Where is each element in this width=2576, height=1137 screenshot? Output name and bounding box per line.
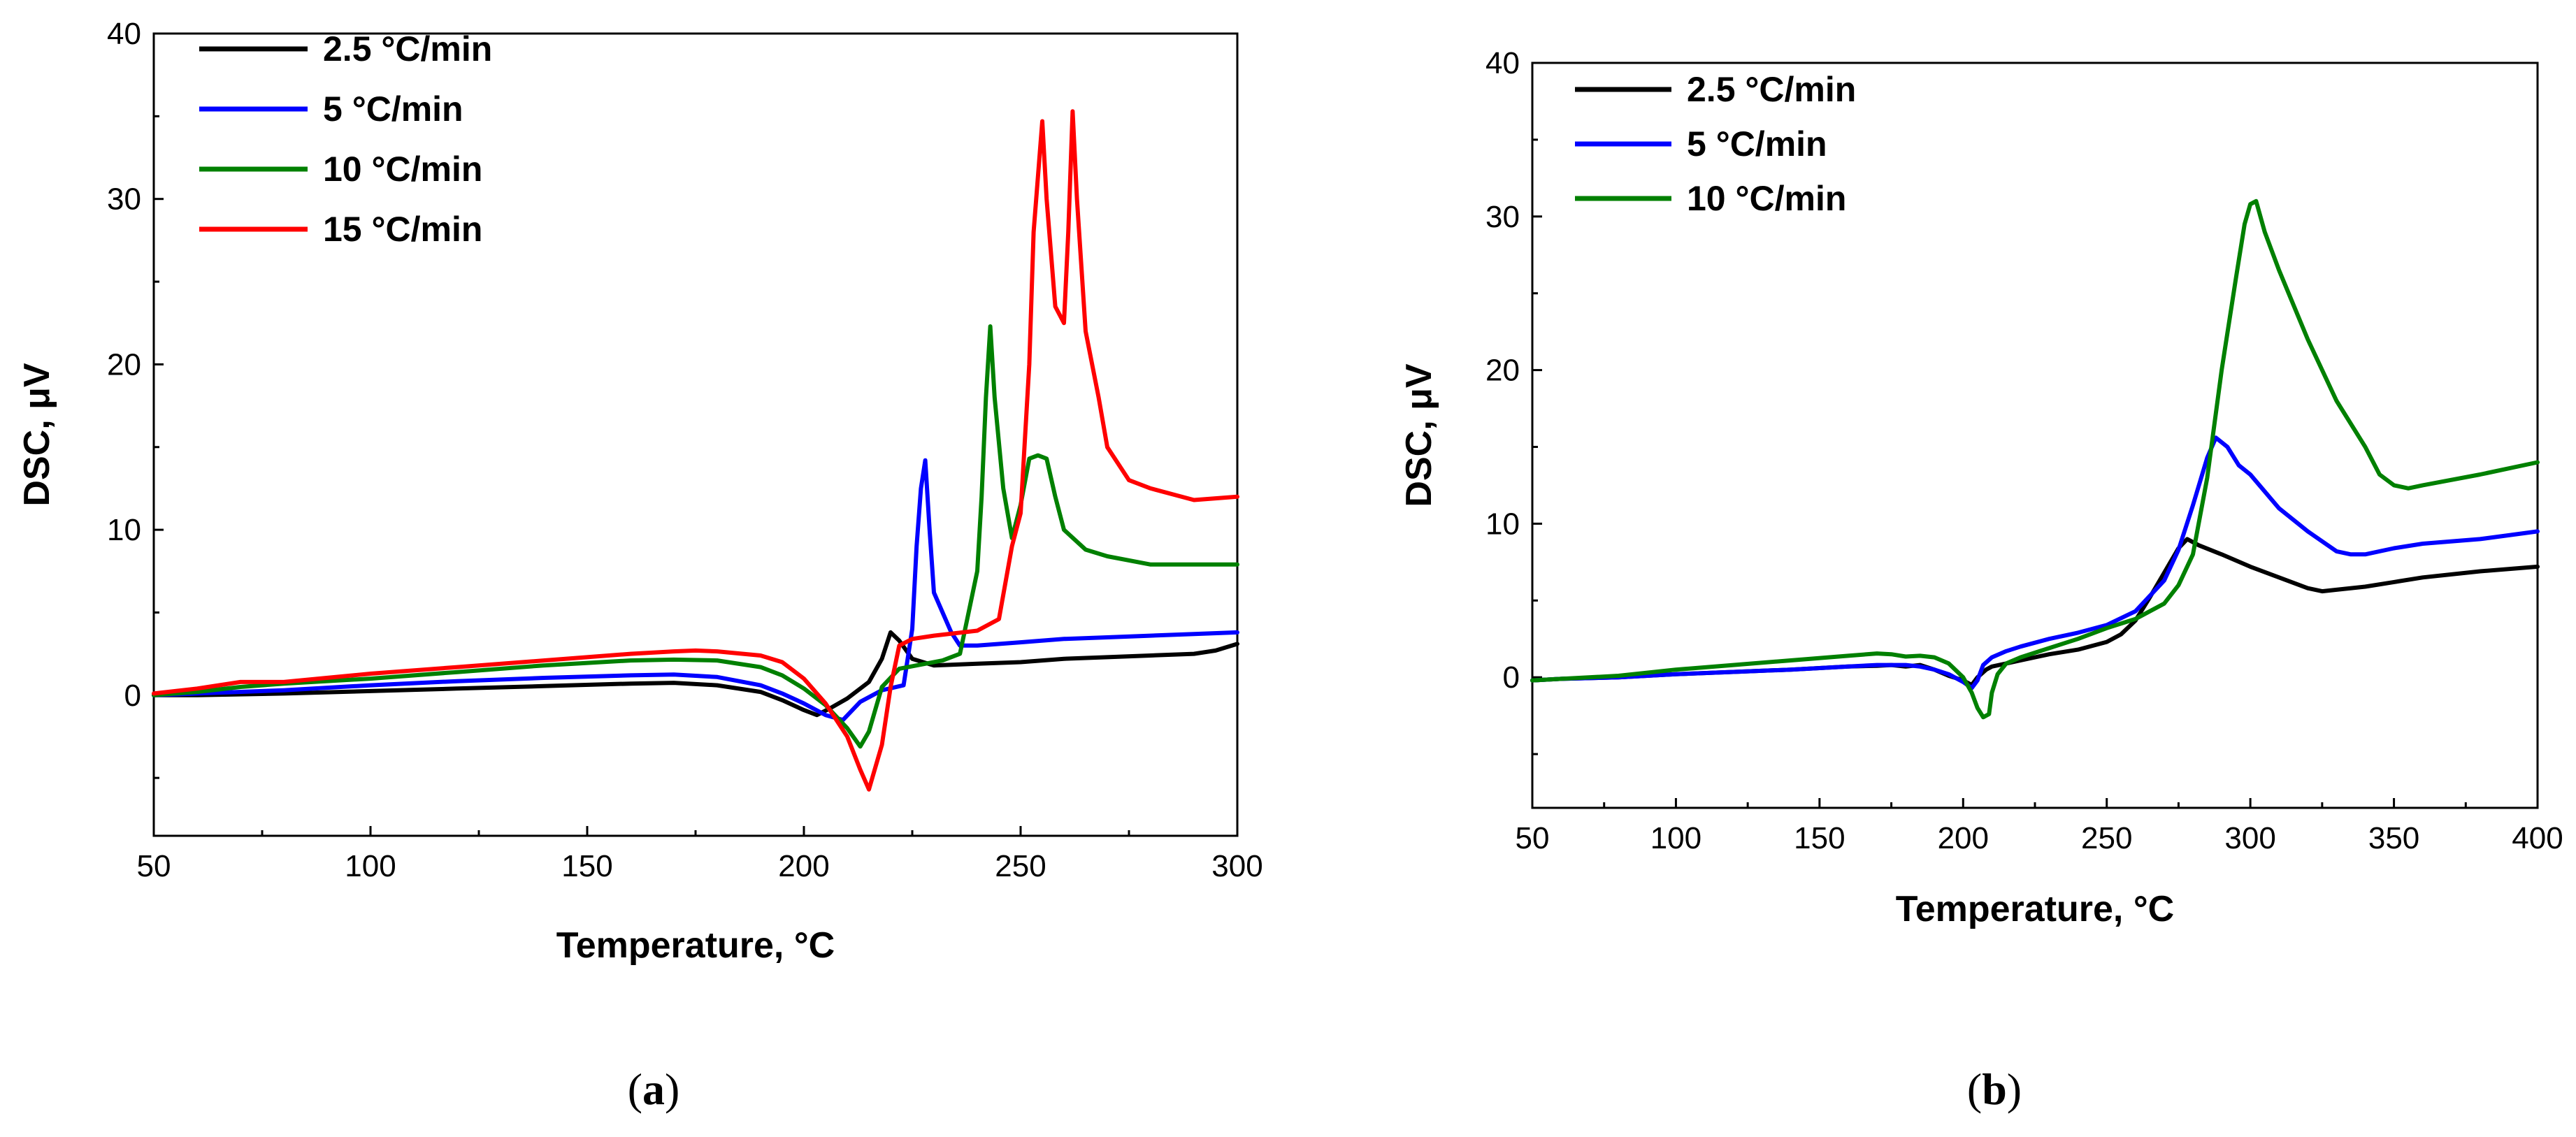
chart-b-y-tick-label: 40 xyxy=(1485,46,1520,80)
chart-b-series-line-2 xyxy=(1530,435,2540,690)
chart-b-x-tick-label: 200 xyxy=(1938,821,1989,855)
chart-b-y-axis-title: DSC, μV xyxy=(1399,363,1439,507)
chart-a-x-axis-title: Temperature, °C xyxy=(556,925,835,966)
chart-a-y-tick-label: 30 xyxy=(107,182,141,217)
chart-b-legend-label-3: 10 °C/min xyxy=(1687,179,1846,218)
chart-b-caption: (b) xyxy=(1967,1064,2022,1114)
chart-a-legend-label-4: 15 °C/min xyxy=(323,210,482,249)
chart-a-x-tick-label: 50 xyxy=(137,849,171,883)
chart-a-y-tick-label: 20 xyxy=(107,347,141,382)
chart-b-series-line-1 xyxy=(1530,537,2540,688)
chart-b-x-tick-label: 300 xyxy=(2224,821,2275,855)
chart-a-y-tick-label: 10 xyxy=(107,513,141,547)
chart-a-series-line-2 xyxy=(152,458,1239,723)
chart-b-legend-label-1: 2.5 °C/min xyxy=(1687,70,1856,109)
chart-a-legend-label-1: 2.5 °C/min xyxy=(323,29,492,68)
chart-a-y-tick-label: 40 xyxy=(107,17,141,51)
chart-b-legend: 2.5 °C/min 5 °C/min 10 °C/min xyxy=(1575,70,1856,218)
chart-a-legend-label-2: 5 °C/min xyxy=(323,89,463,129)
chart-b-x-tick-label: 250 xyxy=(2081,821,2132,855)
chart-b-caption-letter: b xyxy=(1982,1064,2007,1114)
chart-b-x-tick-label: 150 xyxy=(1794,821,1845,855)
chart-b-y-tick-label: 30 xyxy=(1485,200,1520,234)
chart-b-x-tick-label: 100 xyxy=(1650,821,1701,855)
chart-a-caption: (a) xyxy=(628,1064,680,1114)
chart-b-x-tick-label: 50 xyxy=(1516,821,1550,855)
chart-a-legend-label-3: 10 °C/min xyxy=(323,150,482,189)
chart-a: 50 100 150 200 250 300 0 10 20 30 40 2.5 °C/min 5 °C… xyxy=(17,17,1263,1114)
chart-a-series-line-1 xyxy=(152,630,1239,718)
chart-b-x-axis-title: Temperature, °C xyxy=(1896,889,2174,929)
chart-b-plot-frame xyxy=(1531,61,2539,809)
chart-a-x-tick-label: 300 xyxy=(1211,849,1262,883)
chart-b: 50 100 150 200 250 300 350 400 0 10 20 30 40 2.5 °C/m… xyxy=(1399,46,2563,1114)
chart-b-x-tick-label: 400 xyxy=(2512,821,2563,855)
chart-a-y-axis-title: DSC, μV xyxy=(17,363,57,506)
chart-b-series-line-3 xyxy=(1530,198,2540,720)
chart-b-y-tick-label: 10 xyxy=(1485,507,1520,541)
chart-b-caption-open: ( xyxy=(1967,1064,1982,1114)
chart-a-series-line-4 xyxy=(152,109,1239,792)
chart-a-caption-close: ) xyxy=(665,1064,679,1114)
chart-a-series-line-3 xyxy=(152,324,1239,749)
chart-a-legend: 2.5 °C/min 5 °C/min 10 °C/min 15 °C/min xyxy=(199,29,492,249)
chart-a-y-tick-label: 0 xyxy=(124,679,141,713)
chart-a-x-tick-label: 250 xyxy=(995,849,1046,883)
chart-a-x-tick-label: 150 xyxy=(561,849,612,883)
chart-a-x-tick-label: 100 xyxy=(345,849,396,883)
chart-b-y-tick-label: 0 xyxy=(1503,660,1520,695)
chart-b-x-tick-label: 350 xyxy=(2368,821,2419,855)
chart-b-y-tick-label: 20 xyxy=(1485,354,1520,388)
chart-a-caption-open: ( xyxy=(628,1064,642,1114)
chart-a-caption-letter: a xyxy=(642,1064,665,1114)
chart-b-legend-label-2: 5 °C/min xyxy=(1687,124,1827,164)
chart-b-caption-close: ) xyxy=(2007,1064,2022,1114)
chart-a-x-tick-label: 200 xyxy=(778,849,829,883)
